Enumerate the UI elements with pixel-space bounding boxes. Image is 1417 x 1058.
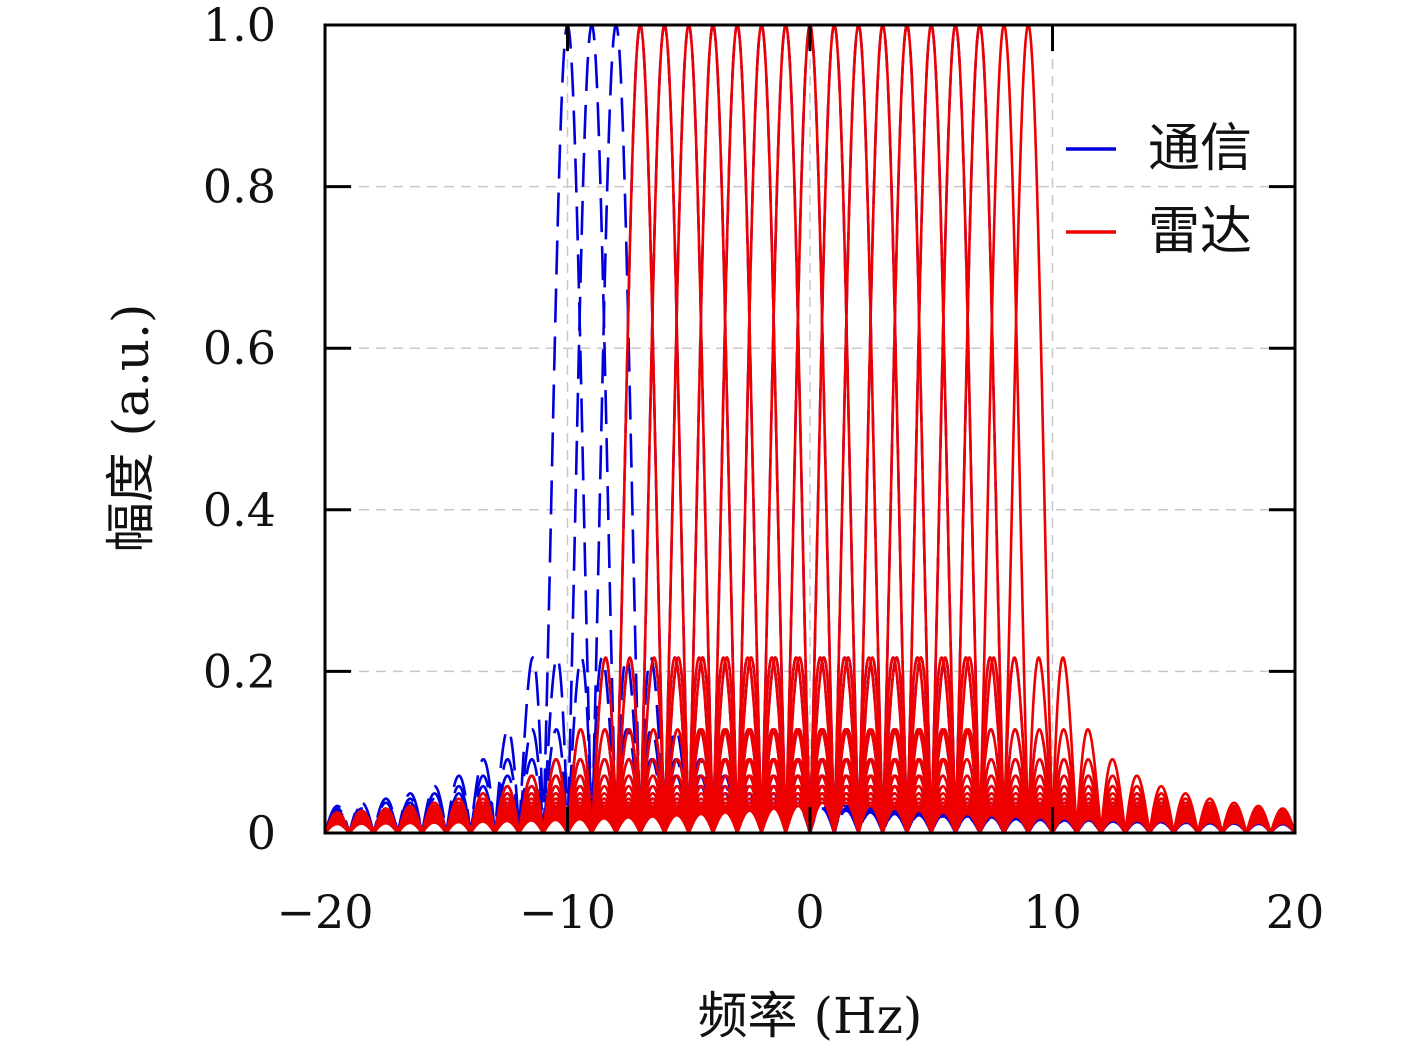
x-tick-label: −10 (519, 885, 616, 939)
x-tick-label: 20 (1266, 885, 1325, 939)
x-tick-label: 0 (795, 885, 824, 939)
x-tick-label: −20 (276, 885, 373, 939)
legend-label-radar: 雷达 (1148, 202, 1252, 262)
y-tick-labels: 0 0.2 0.4 0.6 0.8 1.0 (203, 0, 276, 860)
y-tick-label: 0.8 (203, 160, 276, 214)
x-tick-labels: −20 −10 0 10 20 (276, 885, 1324, 939)
x-axis-label: 频率 (Hz) (698, 987, 923, 1045)
legend-label-comm: 通信 (1148, 119, 1252, 179)
y-axis-label: 幅度 (a.u.) (102, 304, 160, 553)
series-layer (323, 23, 1297, 835)
y-tick-label: 0.2 (203, 644, 276, 698)
y-tick-label: 0.6 (203, 321, 276, 375)
y-tick-label: 0 (247, 806, 276, 860)
x-tick-label: 10 (1023, 885, 1082, 939)
axis-ticks (323, 23, 1297, 835)
legend: 通信 雷达 (1066, 119, 1252, 262)
grid-lines (325, 25, 1295, 833)
y-tick-label: 1.0 (203, 0, 276, 52)
y-tick-label: 0.4 (203, 483, 276, 537)
